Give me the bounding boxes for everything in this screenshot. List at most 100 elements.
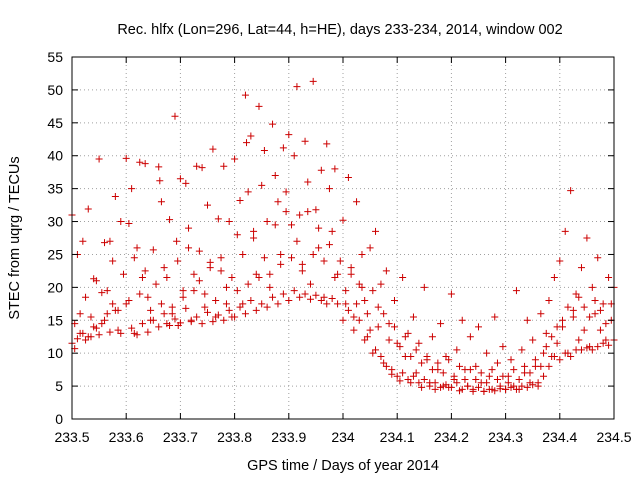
y-tick-label: 45: [47, 115, 63, 131]
y-tick-label: 10: [47, 345, 63, 361]
data-point: [510, 366, 518, 374]
data-point: [220, 316, 228, 324]
data-point: [407, 352, 415, 360]
data-point: [138, 320, 146, 328]
data-point: [396, 377, 404, 385]
data-point: [168, 303, 176, 311]
data-point: [453, 346, 461, 354]
data-point: [136, 290, 144, 298]
data-point: [559, 316, 567, 324]
data-point: [529, 336, 537, 344]
data-point: [217, 254, 225, 262]
data-point: [377, 280, 385, 288]
data-point: [496, 385, 504, 393]
data-point: [195, 247, 203, 255]
data-point: [556, 356, 564, 364]
data-point: [182, 304, 190, 312]
data-point: [95, 331, 103, 339]
data-point: [366, 244, 374, 252]
x-tick-label: 233.7: [163, 429, 198, 445]
data-point: [236, 303, 244, 311]
data-point: [288, 221, 296, 229]
data-point: [534, 379, 542, 387]
data-point: [193, 313, 201, 321]
data-point: [106, 237, 114, 245]
axis-ticks: 233.5 233.6 233.7 233.8 233.9 234 234.1 234.2 23…: [47, 49, 631, 445]
data-point: [103, 310, 111, 318]
data-point: [372, 346, 380, 354]
data-point: [450, 372, 458, 380]
y-tick-label: 25: [47, 246, 63, 262]
data-point: [591, 297, 599, 305]
data-point: [550, 352, 558, 360]
data-point: [133, 244, 141, 252]
data-point: [185, 244, 193, 252]
data-point: [101, 239, 109, 247]
data-point: [160, 264, 168, 272]
data-point: [577, 264, 585, 272]
data-point: [344, 306, 352, 314]
data-point: [271, 171, 279, 179]
y-tick-label: 55: [47, 49, 63, 65]
data-point: [390, 323, 398, 331]
data-point: [404, 376, 412, 384]
data-point: [472, 376, 480, 384]
data-point: [605, 341, 613, 349]
data-point: [515, 376, 523, 384]
data-point: [179, 293, 187, 301]
data-point: [420, 376, 428, 384]
data-point: [358, 283, 366, 291]
data-point: [575, 336, 583, 344]
data-point: [526, 369, 534, 377]
x-tick-label: 234.4: [542, 429, 577, 445]
data-point: [119, 270, 127, 278]
data-point: [255, 273, 263, 281]
data-point: [114, 306, 122, 314]
data-point: [325, 185, 333, 193]
data-point: [577, 346, 585, 354]
data-point: [483, 379, 491, 387]
data-point: [98, 289, 106, 297]
data-point: [214, 311, 222, 319]
data-point: [317, 297, 325, 305]
data-point: [296, 211, 304, 219]
data-point: [393, 372, 401, 380]
data-point: [157, 300, 165, 308]
data-point: [84, 333, 92, 341]
data-point: [98, 320, 106, 328]
data-point: [190, 270, 198, 278]
data-point: [198, 320, 206, 328]
data-point: [553, 339, 561, 347]
data-point: [147, 306, 155, 314]
data-point: [428, 366, 436, 374]
data-point: [453, 379, 461, 387]
data-point: [231, 313, 239, 321]
data-point: [439, 369, 447, 377]
data-point: [428, 333, 436, 341]
data-point: [243, 139, 251, 147]
data-point: [277, 250, 285, 258]
data-point: [588, 283, 596, 291]
data-point: [507, 356, 515, 364]
data-point: [109, 300, 117, 308]
data-point: [109, 257, 117, 265]
x-tick-label: 233.5: [54, 429, 89, 445]
data-point: [306, 295, 314, 303]
y-tick-label: 5: [55, 378, 63, 394]
data-point: [260, 146, 268, 154]
data-point: [141, 267, 149, 275]
data-point: [412, 346, 420, 354]
y-tick-label: 0: [55, 411, 63, 427]
data-point: [529, 381, 537, 389]
data-point: [564, 303, 572, 311]
data-point: [171, 315, 179, 323]
data-point: [266, 270, 274, 278]
data-point: [260, 254, 268, 262]
data-point: [73, 335, 81, 343]
data-point: [594, 254, 602, 262]
data-point: [269, 120, 277, 128]
data-point: [103, 287, 111, 295]
data-point: [125, 220, 133, 228]
data-point: [458, 316, 466, 324]
data-point: [580, 303, 588, 311]
